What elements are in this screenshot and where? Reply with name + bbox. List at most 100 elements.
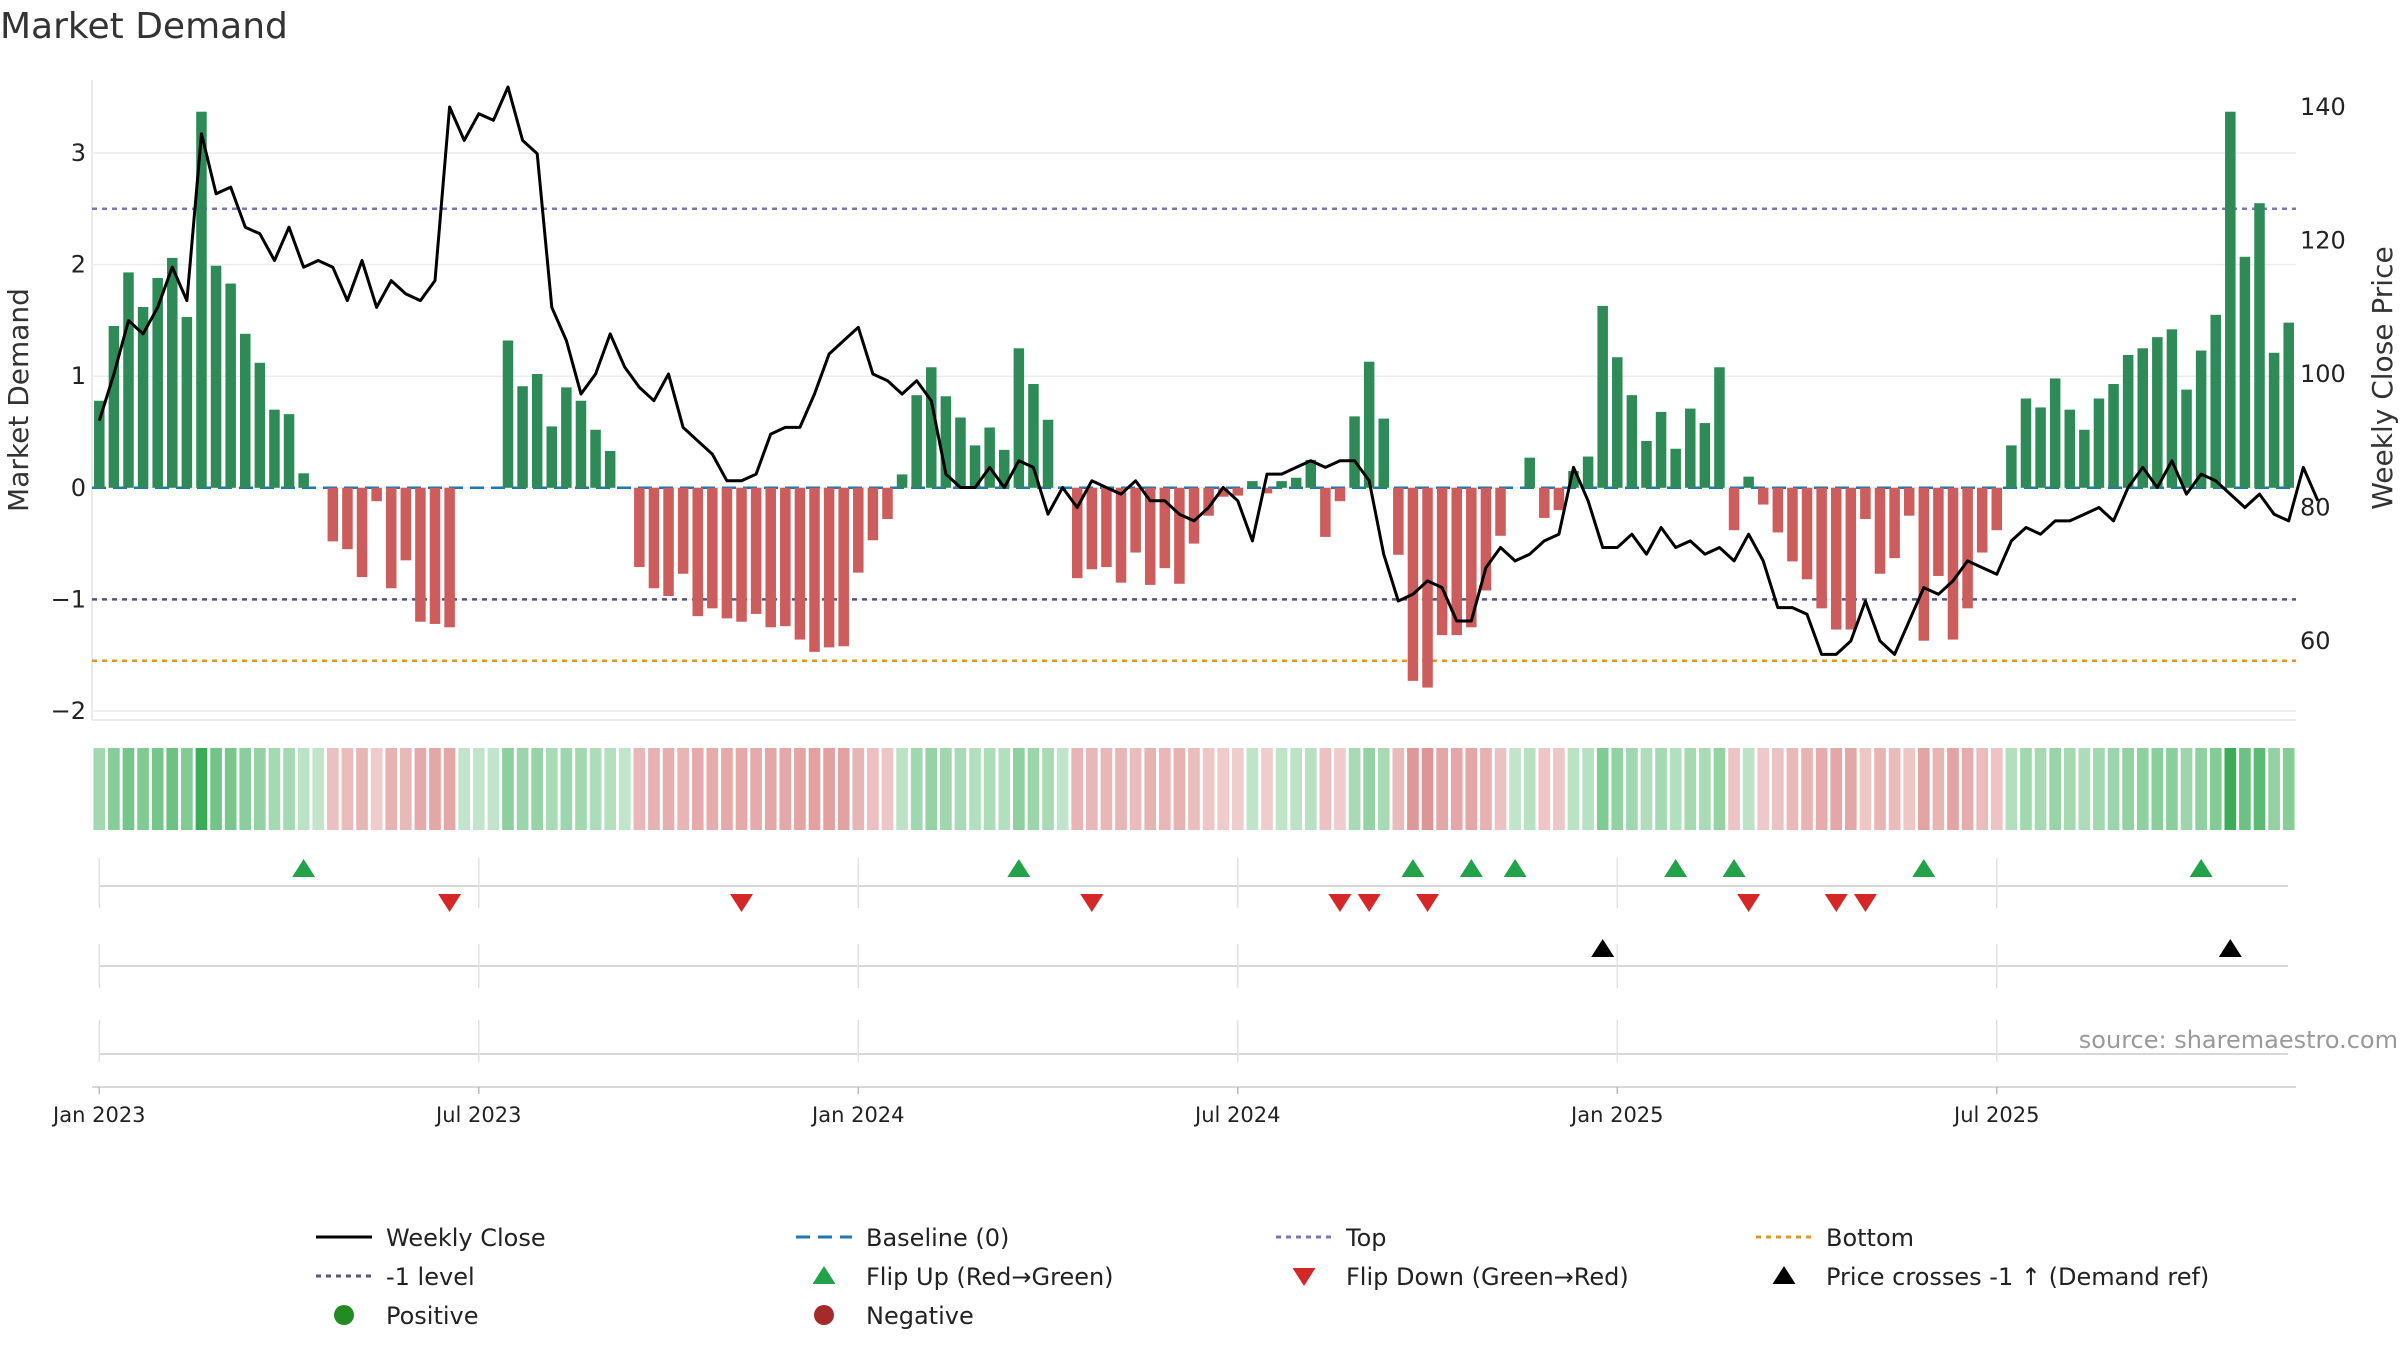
demand-bar xyxy=(225,283,236,488)
legend-swatch xyxy=(1772,1266,1796,1284)
price-line-layer xyxy=(97,85,2320,656)
heat-cell xyxy=(2268,748,2280,830)
demand-bar xyxy=(677,487,689,574)
heat-cell xyxy=(385,748,398,830)
demand-bar xyxy=(1845,487,1857,630)
heat-cell xyxy=(1611,748,1624,830)
heat-cell xyxy=(1830,748,1843,830)
heat-cell xyxy=(983,748,996,830)
demand-bar xyxy=(137,307,149,488)
demand-bar xyxy=(1407,487,1419,681)
demand-bar xyxy=(298,473,309,488)
flip-up-marker xyxy=(1664,859,1688,877)
heat-cell xyxy=(2093,748,2105,830)
demand-bar xyxy=(1933,487,1944,576)
heat-cell xyxy=(1100,748,1113,830)
heat-cell xyxy=(706,748,719,830)
demand-bar xyxy=(882,487,893,520)
legend-item: Bottom xyxy=(1756,1224,1914,1252)
heat-cell xyxy=(969,748,981,830)
heat-cell xyxy=(750,748,762,830)
legend-item: Top xyxy=(1276,1224,1387,1252)
legend-label: Negative xyxy=(866,1302,974,1330)
demand-bar xyxy=(2035,407,2046,488)
heat-cell xyxy=(940,748,952,830)
demand-bar xyxy=(1247,481,1258,488)
demand-bar xyxy=(1582,456,1594,488)
demand-bar xyxy=(1261,487,1273,494)
demand-bar xyxy=(1714,367,1725,488)
flip-up-marker xyxy=(1912,859,1936,877)
heat-cell xyxy=(867,748,879,830)
demand-bar xyxy=(2093,398,2105,488)
heat-cell xyxy=(108,748,120,830)
heat-cell xyxy=(1392,748,1405,830)
demand-bar xyxy=(415,487,426,622)
heat-cell xyxy=(1290,748,1303,830)
demand-bar xyxy=(342,487,353,550)
flip-down-marker xyxy=(1824,894,1848,912)
heat-cell xyxy=(1217,748,1230,830)
heat-cell xyxy=(2151,748,2164,830)
heat-cell xyxy=(1903,748,1916,830)
legend-item: Positive xyxy=(334,1302,479,1330)
heat-cell xyxy=(1626,748,1638,830)
heat-cell xyxy=(662,748,675,830)
demand-bar xyxy=(1217,487,1229,497)
heat-cell xyxy=(1567,748,1580,830)
heat-cell xyxy=(677,748,689,830)
heat-cell xyxy=(1188,748,1200,830)
heat-cell xyxy=(618,748,631,830)
heat-cell xyxy=(1553,748,1565,830)
y2-tick-label: 120 xyxy=(2300,227,2346,255)
flip-down-marker xyxy=(1737,894,1761,912)
legend: Weekly Close Baseline (0) Top Bottom -1 leve… xyxy=(316,1224,2209,1330)
demand-bar xyxy=(1787,487,1798,562)
heat-cell xyxy=(210,748,222,830)
demand-bar xyxy=(955,417,966,488)
demand-bar xyxy=(911,395,922,488)
demand-bar xyxy=(575,400,587,488)
heat-cell xyxy=(721,748,733,830)
heat-cell xyxy=(1421,748,1434,830)
heat-cell xyxy=(1348,748,1361,830)
demand-bar xyxy=(1612,357,1623,488)
heat-cell xyxy=(1990,748,2003,830)
source-credit: source: sharemaestro.com xyxy=(2079,1026,2398,1054)
demand-bar xyxy=(1801,487,1813,580)
heat-cell xyxy=(1523,748,1536,830)
date-tick-label: Jan 2025 xyxy=(1569,1103,1664,1127)
demand-bar xyxy=(969,445,981,488)
demand-bar xyxy=(940,396,952,488)
heat-cell xyxy=(1480,748,1492,830)
demand-bar xyxy=(1903,487,1915,516)
demand-bar xyxy=(794,487,806,640)
y2-axis-label: Weekly Close Price xyxy=(2366,246,2399,509)
heat-cell xyxy=(399,748,412,830)
flip-up-marker xyxy=(1401,859,1425,877)
demand-bar xyxy=(1830,487,1842,630)
demand-bar xyxy=(721,487,733,619)
heat-cell xyxy=(1202,748,1215,830)
date-tick-label: Jul 2023 xyxy=(434,1103,521,1127)
flip-down-marker xyxy=(1853,894,1877,912)
flip-down-marker xyxy=(1328,894,1352,912)
flip-up-marker xyxy=(1007,859,1031,877)
heat-cell xyxy=(1757,748,1770,830)
heat-cell xyxy=(1436,748,1448,830)
demand-bar xyxy=(1290,477,1302,488)
heat-cell xyxy=(1874,748,1886,830)
axis-ticks: 3 2 1 0 −1 −2 140 120 100 80 60 xyxy=(51,93,2346,725)
heat-cell xyxy=(1844,748,1857,830)
demand-bar xyxy=(2020,398,2032,488)
heat-cell xyxy=(1319,748,1332,830)
heat-cell xyxy=(779,748,792,830)
demand-bar xyxy=(1130,487,1141,553)
demand-bar xyxy=(1013,348,1025,488)
demand-bar xyxy=(254,362,266,488)
heat-cell xyxy=(2282,748,2295,830)
heat-cell xyxy=(808,748,821,830)
demand-bar xyxy=(1042,419,1054,488)
